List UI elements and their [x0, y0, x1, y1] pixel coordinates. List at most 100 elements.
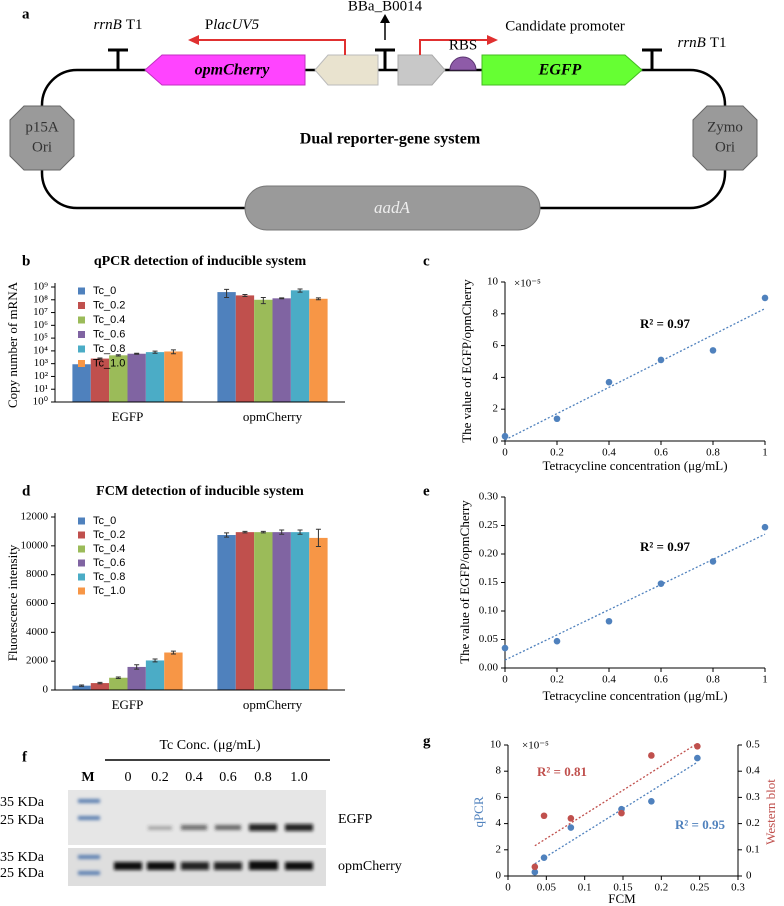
point — [709, 347, 717, 354]
x-tick-label: 0.15 — [613, 882, 633, 894]
bar — [72, 364, 91, 402]
marker-lane-label: M — [81, 770, 94, 785]
gene-arrow — [144, 54, 306, 86]
y-tick-label: 10⁶ — [33, 319, 48, 331]
marker-band — [78, 855, 100, 859]
y-tick-label: 4 — [496, 817, 502, 829]
terminator-label: rrnB T1 — [677, 35, 726, 51]
error-bar — [152, 658, 158, 663]
point — [648, 798, 655, 805]
x-tick-label: 0 — [505, 882, 511, 894]
bar — [109, 677, 128, 690]
bar — [309, 537, 328, 690]
r-squared: R² = 0.95 — [675, 817, 725, 832]
y-axis-label: The value of EGFP/opmCherry — [459, 279, 474, 443]
band — [249, 824, 277, 831]
x-tick-label: 0.4 — [602, 674, 616, 686]
marker-size: 25 KDa — [0, 866, 45, 881]
y-tick-label: 10⁵ — [33, 332, 48, 344]
y-tick-label: 8 — [493, 307, 499, 319]
chart-title: qPCR detection of inducible system — [94, 254, 307, 269]
error-bar — [224, 288, 230, 299]
band — [181, 862, 209, 870]
x-tick-label: 1 — [762, 674, 768, 686]
ori-label: Ori — [32, 139, 52, 155]
x-axis-label: FCM — [608, 891, 636, 906]
italic-part: lacUV5 — [213, 17, 259, 33]
legend-swatch — [78, 287, 85, 295]
promoter-label: PlacUV5 — [205, 17, 260, 33]
band — [148, 826, 172, 830]
promoter-arrow — [198, 39, 346, 55]
y-tick-label: 0.15 — [479, 576, 499, 588]
ori-label: Zymo — [707, 119, 743, 135]
lane-label: 0.8 — [254, 770, 272, 785]
gene-arrow — [481, 54, 643, 86]
marker-band — [78, 816, 100, 820]
lane-label: 1.0 — [290, 770, 308, 785]
y-tick-label: 12000 — [21, 511, 49, 523]
error-bar — [279, 297, 285, 300]
y-axis-label: Fluorescence intensity — [5, 544, 20, 661]
point — [567, 824, 575, 831]
terminator-label: BBa_B0014 — [348, 0, 423, 14]
error-bar — [260, 530, 266, 534]
x-tick-label: 0 — [502, 674, 508, 686]
point — [694, 754, 701, 762]
italic-part: rrnB — [93, 17, 121, 33]
axes — [504, 497, 765, 669]
error-bar — [97, 681, 103, 685]
point — [531, 868, 539, 876]
y-tick-label: 10² — [34, 370, 49, 382]
legend-label: Tc_1.0 — [93, 357, 125, 369]
band — [147, 862, 175, 870]
bar — [145, 352, 165, 402]
point — [553, 415, 561, 423]
plasmid-diagram: a p15A Ori Zymo Ori rrnB T1 rrnB T1 opmChe… — [9, 0, 758, 231]
error-bar — [297, 288, 303, 293]
bar — [290, 290, 310, 402]
system-title: Dual reporter-gene system — [300, 131, 481, 148]
y-tick-label: 10¹ — [34, 383, 48, 395]
error-bar — [315, 528, 321, 548]
x-tick-label: opmCherry — [243, 409, 303, 424]
error-bar — [297, 529, 303, 535]
panel-label: a — [22, 6, 30, 22]
bar — [254, 299, 273, 402]
legend-swatch — [78, 331, 85, 338]
y-tick-label: 2 — [496, 843, 502, 855]
x-tick-label: 0 — [502, 447, 508, 459]
legend-label: Tc_0.8 — [93, 343, 125, 355]
ori-label: Ori — [715, 139, 735, 155]
legend-label: Tc_0.6 — [93, 557, 125, 569]
panel-label: f — [22, 749, 28, 765]
y-tick-label: 10 — [487, 276, 499, 288]
y-tick-label: 10³ — [34, 357, 49, 369]
terminators — [108, 48, 662, 70]
band — [214, 862, 242, 870]
gene-label: EGFP — [538, 62, 582, 79]
ori-left — [9, 105, 75, 171]
y-axis-label: qPCR — [471, 796, 486, 827]
y-tick-label: 10000 — [21, 539, 49, 551]
bar — [72, 685, 91, 690]
trendline — [504, 533, 766, 661]
point — [553, 637, 561, 645]
marker-gene-label: aadA — [374, 198, 411, 217]
y-tick-label: 8 — [496, 765, 502, 777]
marker-size: 35 KDa — [0, 850, 45, 865]
point — [709, 558, 717, 565]
promoter-label: Candidate promoter — [505, 18, 625, 34]
y-tick-label: 2000 — [26, 655, 49, 667]
western-blot: f Tc Conc. (μg/mL) M 0 0.2 0.4 0.6 0.8 1… — [0, 738, 402, 886]
blot-image — [68, 790, 326, 845]
italic-part: rrnB — [677, 35, 705, 51]
legend-label: Tc_1.0 — [93, 585, 125, 597]
marker-size: 35 KDa — [0, 795, 45, 810]
x-tick-label: 1 — [762, 447, 768, 459]
point — [605, 617, 613, 625]
x-tick-label: 0.8 — [706, 447, 720, 459]
trendline — [534, 742, 698, 847]
y2-axis-label: Western blot — [763, 779, 778, 845]
bar — [217, 292, 236, 402]
